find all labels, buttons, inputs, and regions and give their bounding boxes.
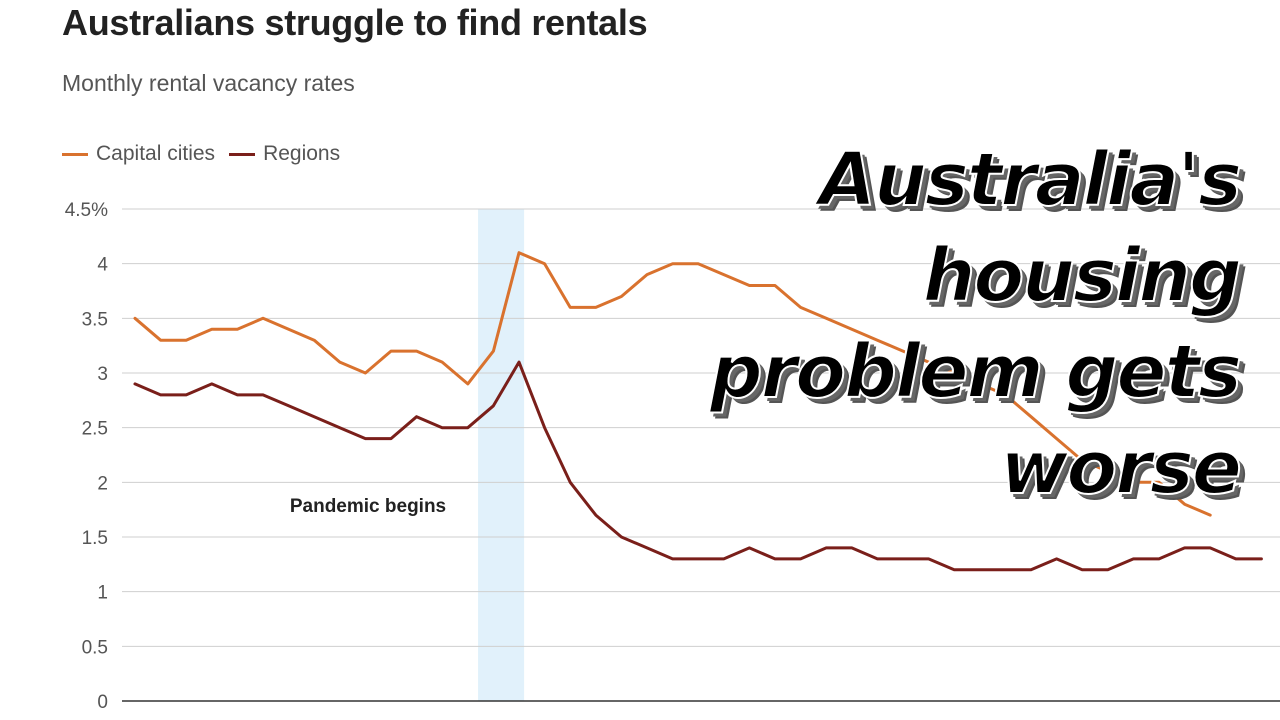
y-tick-label: 2 (97, 473, 108, 494)
overlay-line-1: Australia's (818, 136, 1243, 224)
y-tick-label: 4 (97, 255, 108, 276)
headline-overlay: Australia's housing problem gets worse (709, 132, 1243, 516)
y-tick-label: 0.5 (82, 637, 108, 658)
legend-item-regions: Regions (229, 142, 340, 166)
pandemic-highlight-band (478, 209, 525, 701)
overlay-line-2: housing (922, 232, 1243, 320)
y-tick-label: 1.5 (82, 528, 108, 549)
chart-title: Australians struggle to find rentals (62, 2, 648, 43)
y-tick-label: 0 (97, 692, 108, 713)
y-tick-label: 4.5% (65, 200, 108, 221)
legend-label-regions: Regions (263, 142, 341, 165)
chart-subtitle: Monthly rental vacancy rates (62, 70, 355, 96)
y-tick-label: 3.5 (82, 309, 108, 330)
pandemic-annotation: Pandemic begins (290, 496, 446, 517)
y-tick-label: 2.5 (82, 419, 108, 440)
chart-legend: Capital cities Regions (62, 142, 354, 166)
y-tick-label: 1 (97, 583, 108, 604)
overlay-line-3: problem gets (709, 328, 1243, 416)
legend-label-capital-cities: Capital cities (96, 142, 216, 165)
legend-swatch-capital-cities (62, 152, 88, 156)
series-line-capital-cities (133, 251, 1212, 517)
series-line-regions (133, 360, 1263, 572)
y-tick-label: 3 (97, 364, 108, 385)
legend-swatch-regions (229, 152, 256, 156)
legend-item-capital-cities: Capital cities (62, 142, 215, 166)
overlay-line-4: worse (999, 424, 1243, 512)
